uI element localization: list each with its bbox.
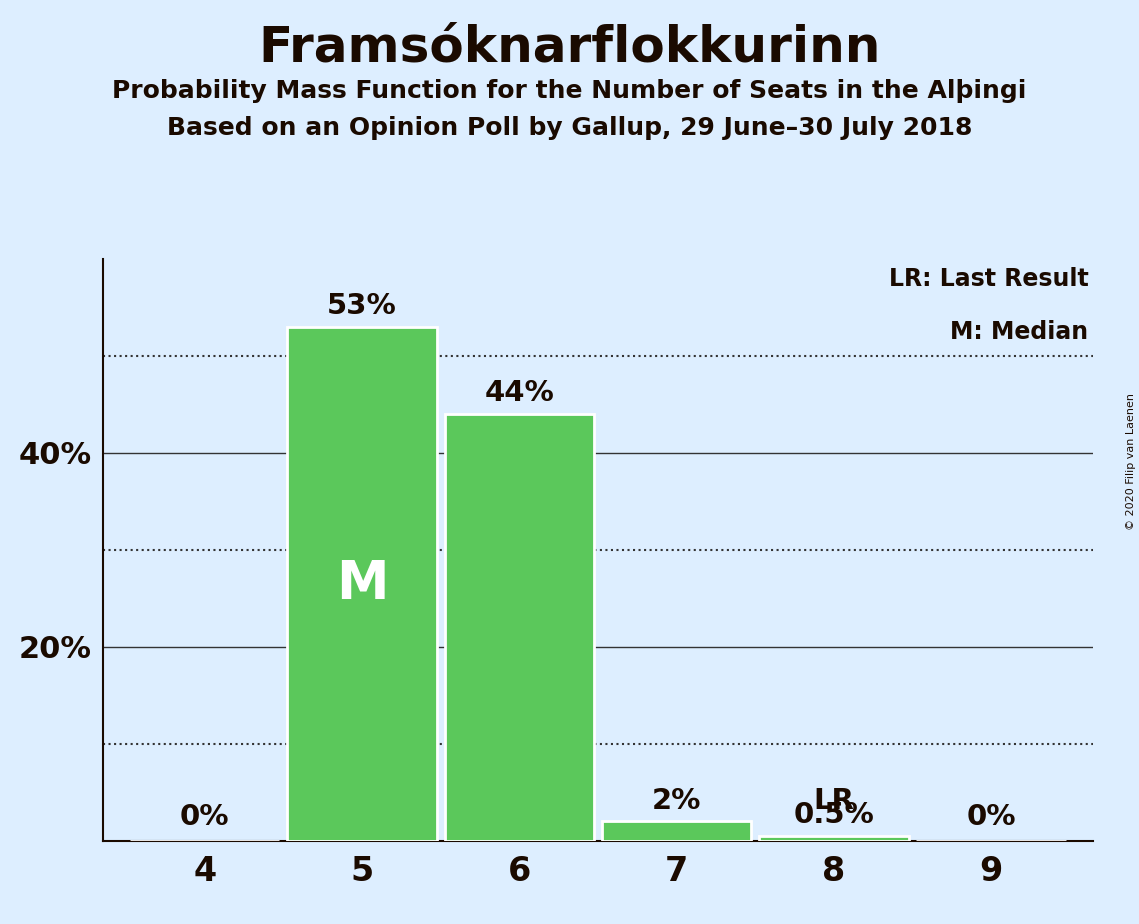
- Text: 53%: 53%: [327, 292, 396, 320]
- Text: Framsóknarflokkurinn: Framsóknarflokkurinn: [259, 23, 880, 71]
- Text: © 2020 Filip van Laenen: © 2020 Filip van Laenen: [1126, 394, 1136, 530]
- Text: 44%: 44%: [484, 379, 555, 407]
- Bar: [760, 836, 909, 841]
- Text: 0.5%: 0.5%: [794, 801, 875, 829]
- Text: M: M: [336, 558, 388, 610]
- Text: 0%: 0%: [967, 803, 1016, 832]
- Bar: [287, 327, 436, 841]
- Text: 2%: 2%: [652, 786, 702, 815]
- Bar: [444, 414, 595, 841]
- Text: LR: LR: [813, 786, 854, 815]
- Bar: [601, 821, 752, 841]
- Text: Based on an Opinion Poll by Gallup, 29 June–30 July 2018: Based on an Opinion Poll by Gallup, 29 J…: [166, 116, 973, 140]
- Text: M: Median: M: Median: [950, 320, 1089, 344]
- Text: LR: Last Result: LR: Last Result: [888, 267, 1089, 291]
- Text: Probability Mass Function for the Number of Seats in the Alþingi: Probability Mass Function for the Number…: [113, 79, 1026, 103]
- Text: 0%: 0%: [180, 803, 229, 832]
